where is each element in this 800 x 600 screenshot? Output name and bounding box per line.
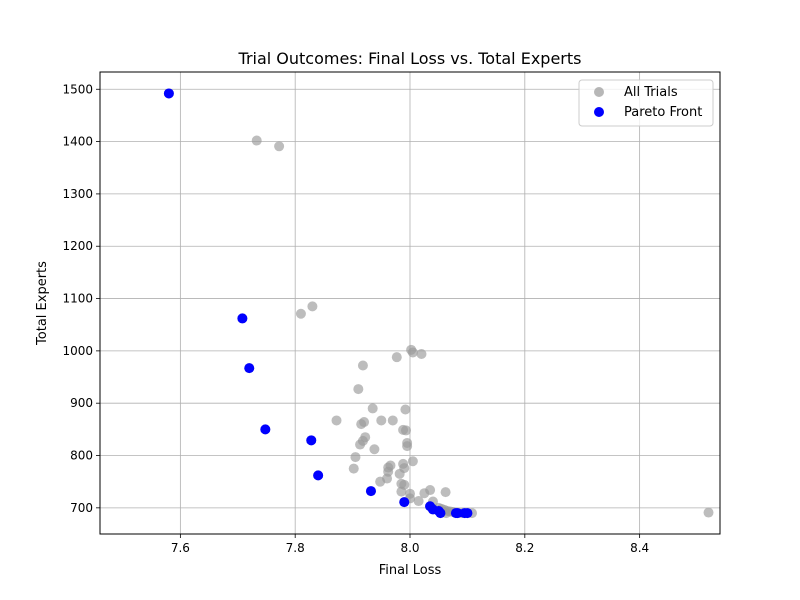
pareto-point (399, 497, 410, 508)
trial-point (307, 301, 318, 312)
trial-point (387, 415, 398, 426)
y-tick-label: 1300 (62, 187, 93, 201)
trial-point (416, 349, 427, 360)
trial-point (400, 425, 411, 436)
trial-point (274, 141, 285, 152)
legend-marker-all-trials (594, 87, 604, 97)
trial-point (350, 452, 361, 463)
x-axis-label: Final Loss (379, 563, 442, 578)
trial-point (396, 486, 407, 497)
y-tick-label: 1500 (62, 82, 93, 96)
pareto-point (365, 486, 376, 497)
x-tick-label: 8.2 (515, 541, 534, 555)
y-tick-label: 1100 (62, 292, 93, 306)
trial-point (391, 352, 402, 363)
y-tick-label: 800 (70, 449, 93, 463)
x-tick-label: 8.0 (400, 541, 419, 555)
trial-point (356, 419, 367, 430)
pareto-point (462, 508, 473, 519)
pareto-point (244, 363, 255, 374)
grid-lines (100, 72, 720, 534)
pareto-point (237, 313, 248, 324)
x-tick-label: 7.8 (286, 541, 305, 555)
trial-point (394, 468, 405, 479)
legend: All Trials Pareto Front (578, 79, 714, 127)
chart-title: Trial Outcomes: Final Loss vs. Total Exp… (238, 49, 582, 68)
y-tick-label: 1400 (62, 135, 93, 149)
trial-point (402, 441, 413, 452)
legend-box (578, 79, 714, 127)
pareto-point (435, 508, 446, 519)
trial-point (295, 308, 306, 319)
trial-point (413, 496, 424, 507)
trial-point (407, 347, 418, 358)
trial-point (251, 135, 262, 146)
series-pareto-front (163, 88, 473, 519)
x-tick-label: 8.4 (630, 541, 649, 555)
y-axis-label: Total Experts (35, 261, 50, 346)
y-tick-label: 1200 (62, 239, 93, 253)
legend-marker-pareto-front (594, 107, 604, 117)
pareto-point (313, 470, 324, 481)
data-points (163, 88, 714, 519)
legend-label-pareto-front: Pareto Front (624, 105, 702, 120)
trial-point (355, 439, 366, 450)
pareto-point (452, 508, 463, 519)
trial-point (375, 476, 386, 487)
trial-point (367, 403, 378, 414)
trial-point (419, 488, 430, 499)
axis-ticks: 7.6 7.8 8.0 8.2 8.4 700 800 900 1000 1100 1200 1300… (62, 82, 649, 555)
x-tick-label: 7.6 (171, 541, 190, 555)
trial-point (400, 404, 411, 415)
trial-point (331, 415, 342, 426)
y-tick-label: 700 (70, 501, 93, 515)
pareto-point (163, 88, 174, 99)
legend-label-all-trials: All Trials (624, 85, 678, 100)
trial-point (440, 487, 451, 498)
pareto-point (260, 424, 271, 435)
y-tick-label: 1000 (62, 344, 93, 358)
trial-point (407, 456, 418, 467)
y-tick-label: 900 (70, 396, 93, 410)
trial-point (357, 360, 368, 371)
trial-point (369, 444, 380, 455)
trial-point (353, 384, 364, 395)
trial-point (376, 415, 387, 426)
trial-point (703, 507, 714, 518)
pareto-point (306, 435, 317, 446)
trial-point (348, 463, 359, 474)
